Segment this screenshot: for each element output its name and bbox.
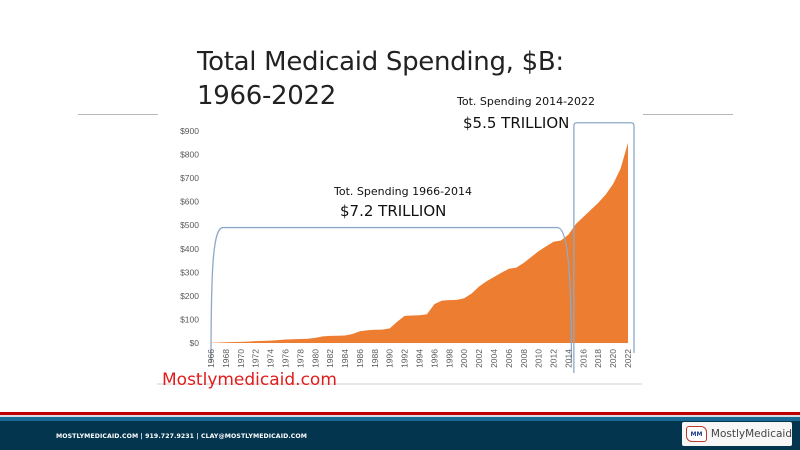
x-tick-label: 2012 <box>549 349 559 368</box>
us-map-icon: MM <box>686 426 707 442</box>
area-series-medicaid-spending <box>211 142 628 343</box>
x-tick-label: 1998 <box>444 349 454 368</box>
x-tick-label: 2014 <box>563 349 573 368</box>
x-tick-label: 1968 <box>221 349 231 368</box>
y-tick-label: $200 <box>180 291 199 301</box>
x-tick-label: 1980 <box>310 349 320 368</box>
slide-title-line2: 1966-2022 <box>197 81 337 111</box>
x-tick-label: 1994 <box>415 349 425 368</box>
y-tick-label: $400 <box>180 244 199 254</box>
title-divider-left <box>78 114 158 115</box>
x-tick-label: 1972 <box>251 349 261 368</box>
x-tick-label: 2022 <box>623 349 633 368</box>
y-tick-label: $600 <box>180 197 199 207</box>
x-tick-label: 1984 <box>340 349 350 368</box>
annotations: Tot. Spending 1966-2014 $7.2 TRILLION To… <box>333 95 595 220</box>
x-tick-label: 2008 <box>519 349 529 368</box>
x-axis: 1966 1968 1970 1972 1974 1976 1978 1980 1982 1984… <box>206 349 633 368</box>
x-tick-label: 1996 <box>429 349 439 368</box>
annotation-2-label: Tot. Spending 2014-2022 <box>456 95 595 108</box>
x-tick-label: 1992 <box>400 349 410 368</box>
footer-bar <box>0 421 800 450</box>
title-divider-right <box>643 114 733 115</box>
x-tick-label: 2020 <box>608 349 618 368</box>
y-tick-label: $900 <box>180 126 199 136</box>
slide-title: Total Medicaid Spending, $B: 1966-2022 <box>197 45 564 113</box>
x-tick-label: 2000 <box>459 349 469 368</box>
footer-stripe-red <box>0 412 800 415</box>
y-tick-label: $800 <box>180 150 199 160</box>
x-tick-label: 2004 <box>489 349 499 368</box>
footer-logo: MM MostlyMedicaid <box>682 422 792 446</box>
spending-chart: $0 $100 $200 $300 $400 $500 $600 $700 $800 $900 1… <box>157 95 647 388</box>
y-tick-label: $0 <box>190 338 200 348</box>
logo-text: MostlyMedicaid <box>710 428 792 440</box>
annotation-2-value: $5.5 TRILLION <box>463 114 569 132</box>
y-tick-label: $100 <box>180 314 199 324</box>
spending-chart-svg: $0 $100 $200 $300 $400 $500 $600 $700 $800 $900 1… <box>157 95 642 385</box>
x-tick-label: 1990 <box>385 349 395 368</box>
footer-stripe-gray <box>0 415 800 417</box>
bracket-layer <box>210 122 635 373</box>
x-tick-label: 1988 <box>370 349 380 368</box>
x-tick-label: 2006 <box>504 349 514 368</box>
brand-watermark: Mostlymedicaid.com <box>162 370 337 390</box>
annotation-1-value: $7.2 TRILLION <box>340 202 446 220</box>
bracket-1966-2014 <box>210 226 573 364</box>
y-tick-label: $700 <box>180 173 199 183</box>
annotation-1-label: Tot. Spending 1966-2014 <box>333 185 472 198</box>
x-tick-label: 1970 <box>236 349 246 368</box>
area-layer <box>211 142 628 343</box>
logo-badge: MM <box>690 430 703 438</box>
y-tick-label: $500 <box>180 220 199 230</box>
slide-title-line1: Total Medicaid Spending, $B: <box>197 47 564 77</box>
footer-contact: MOSTLYMEDICAID.COM | 919.727.9231 | CLAY… <box>56 433 308 440</box>
x-tick-label: 1982 <box>325 349 335 368</box>
x-tick-label: 1974 <box>266 349 276 368</box>
x-tick-label: 2010 <box>534 349 544 368</box>
x-tick-label: 2018 <box>593 349 603 368</box>
x-tick-label: 1976 <box>280 349 290 368</box>
y-axis: $0 $100 $200 $300 $400 $500 $600 $700 $800 $900 <box>180 126 199 348</box>
x-tick-label: 2002 <box>474 349 484 368</box>
x-tick-label: 1978 <box>295 349 305 368</box>
y-tick-label: $300 <box>180 267 199 277</box>
x-tick-label: 2016 <box>578 349 588 368</box>
bracket-2014-2022 <box>573 122 635 373</box>
x-tick-label: 1986 <box>355 349 365 368</box>
footer-stripe-blue <box>0 417 800 421</box>
x-tick-label: 1966 <box>206 349 216 368</box>
